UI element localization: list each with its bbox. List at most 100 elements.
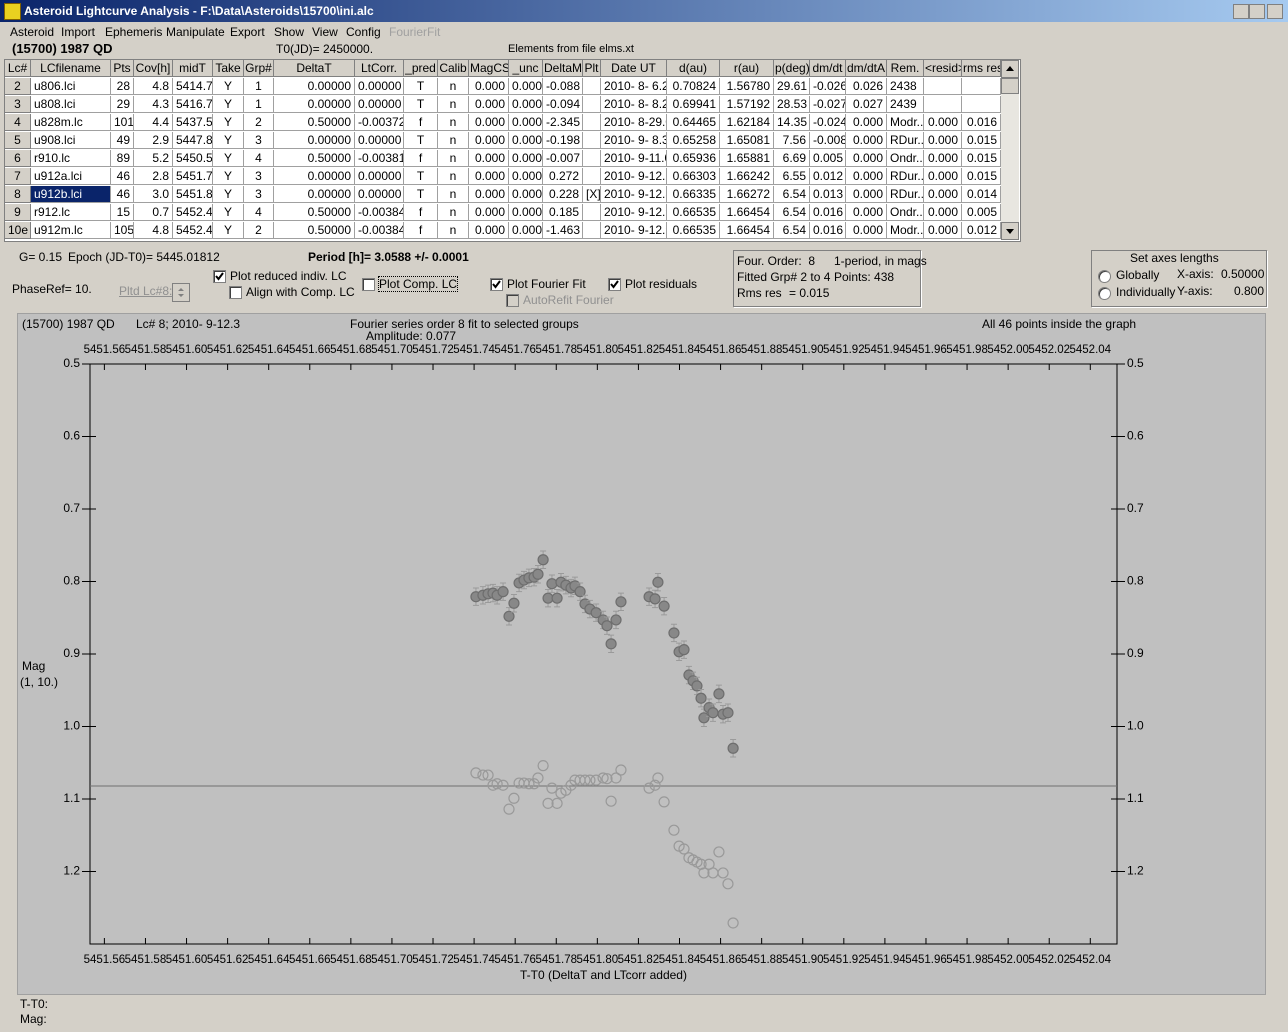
table-cell[interactable]: 0.64465 xyxy=(667,114,720,131)
table-cell[interactable]: 0.015 xyxy=(962,150,1001,167)
table-cell[interactable]: 2010- 9-12.9 xyxy=(601,222,667,239)
menu-item[interactable]: Asteroid xyxy=(10,25,55,39)
table-cell[interactable]: Y xyxy=(213,222,244,239)
table-cell[interactable]: u912a.lci xyxy=(31,168,111,185)
table-cell[interactable]: 0.000 xyxy=(469,132,509,149)
table-cell[interactable]: 0.016 xyxy=(962,114,1001,131)
menu-item[interactable]: Ephemeris xyxy=(105,25,163,39)
column-header[interactable]: Lc# xyxy=(5,60,31,77)
table-cell[interactable]: 2.9 xyxy=(134,132,173,149)
table-cell[interactable]: r912.lc xyxy=(31,204,111,221)
table-cell[interactable]: 5414.7 xyxy=(173,78,213,95)
table-cell[interactable]: 0.000 xyxy=(509,114,543,131)
menu-item[interactable]: Export xyxy=(230,25,265,39)
table-cell[interactable]: -0.00372 xyxy=(355,114,404,131)
table-cell[interactable]: 5.2 xyxy=(134,150,173,167)
table-cell[interactable]: 49 xyxy=(111,132,134,149)
table-cell[interactable]: 0.50000 xyxy=(274,222,355,239)
table-cell[interactable]: 0.50000 xyxy=(274,150,355,167)
table-cell[interactable]: n xyxy=(438,96,469,113)
table-cell[interactable]: T xyxy=(404,168,438,185)
table-cell[interactable]: 2010- 9- 8.3 xyxy=(601,132,667,149)
table-cell[interactable]: 0.00000 xyxy=(274,186,355,203)
column-header[interactable]: Pts xyxy=(111,60,134,77)
table-cell[interactable]: 2010- 9-12.2 xyxy=(601,168,667,185)
table-cell[interactable]: f xyxy=(404,222,438,239)
table-cell[interactable]: 0.012 xyxy=(962,222,1001,239)
table-cell[interactable]: 0.7 xyxy=(134,204,173,221)
column-header[interactable]: <resid> xyxy=(924,60,962,77)
table-cell[interactable]: 1.62184 xyxy=(720,114,774,131)
table-cell[interactable]: 3 xyxy=(244,132,274,149)
table-cell[interactable]: 6.69 xyxy=(774,150,810,167)
table-cell[interactable] xyxy=(583,204,601,221)
table-cell[interactable]: Y xyxy=(213,150,244,167)
checkbox[interactable] xyxy=(213,270,226,283)
table-cell[interactable]: RDur... xyxy=(887,132,924,149)
checkbox[interactable] xyxy=(229,286,242,299)
table-cell[interactable]: 29 xyxy=(111,96,134,113)
column-header[interactable]: dm/dt xyxy=(810,60,846,77)
table-cell[interactable]: n xyxy=(438,204,469,221)
column-header[interactable]: Grp# xyxy=(244,60,274,77)
table-cell[interactable]: 6.55 xyxy=(774,168,810,185)
scroll-down[interactable] xyxy=(1001,222,1019,240)
table-cell[interactable]: Modr... xyxy=(887,114,924,131)
table-cell[interactable]: -1.463 xyxy=(543,222,583,239)
table-cell[interactable]: 4 xyxy=(244,150,274,167)
column-header[interactable]: _unc xyxy=(509,60,543,77)
checkbox-label[interactable]: Plot Fourier Fit xyxy=(507,277,586,291)
table-cell[interactable]: 0.00000 xyxy=(355,78,404,95)
table-cell[interactable]: Ondr... xyxy=(887,204,924,221)
table-cell[interactable]: 0.000 xyxy=(924,204,962,221)
table-cell[interactable]: 14.35 xyxy=(774,114,810,131)
table-cell[interactable]: 2010- 9-12.3 xyxy=(601,186,667,203)
table-cell[interactable]: u912b.lci xyxy=(31,186,111,203)
table-cell[interactable]: 5447.8 xyxy=(173,132,213,149)
table-cell[interactable]: -0.00384 xyxy=(355,204,404,221)
table-cell[interactable]: -0.198 xyxy=(543,132,583,149)
table-cell[interactable]: f xyxy=(404,150,438,167)
row-header[interactable]: 9 xyxy=(5,204,31,221)
table-cell[interactable]: 0.272 xyxy=(543,168,583,185)
table-cell[interactable]: u808.lci xyxy=(31,96,111,113)
table-cell[interactable]: -0.027 xyxy=(810,96,846,113)
checkbox-label[interactable]: Plot reduced indiv. LC xyxy=(230,269,347,283)
maximize-button[interactable] xyxy=(1249,4,1265,19)
table-cell[interactable]: 1.66454 xyxy=(720,204,774,221)
table-cell[interactable]: 0.185 xyxy=(543,204,583,221)
table-cell[interactable]: 2 xyxy=(244,114,274,131)
table-cell[interactable]: 1.65881 xyxy=(720,150,774,167)
table-cell[interactable]: -0.007 xyxy=(543,150,583,167)
table-cell[interactable]: 4.3 xyxy=(134,96,173,113)
table-cell[interactable]: 101 xyxy=(111,114,134,131)
column-header[interactable]: LtCorr. xyxy=(355,60,404,77)
close-button[interactable] xyxy=(1267,4,1283,19)
scrollbar[interactable] xyxy=(1001,60,1019,240)
table-cell[interactable]: 0.65258 xyxy=(667,132,720,149)
column-header[interactable]: DeltaM xyxy=(543,60,583,77)
table-cell[interactable]: 4.8 xyxy=(134,78,173,95)
table-cell[interactable] xyxy=(924,96,962,113)
row-header[interactable]: 2 xyxy=(5,78,31,95)
table-cell[interactable]: 0.66303 xyxy=(667,168,720,185)
row-header[interactable]: 6 xyxy=(5,150,31,167)
table-cell[interactable]: -0.024 xyxy=(810,114,846,131)
checkbox-label[interactable]: Plot Comp. LC xyxy=(377,276,459,292)
table-cell[interactable]: 2439 xyxy=(887,96,924,113)
column-header[interactable]: DeltaT xyxy=(274,60,355,77)
minimize-button[interactable] xyxy=(1233,4,1249,19)
row-header[interactable]: 3 xyxy=(5,96,31,113)
table-cell[interactable] xyxy=(583,150,601,167)
checkbox[interactable] xyxy=(490,278,503,291)
table-cell[interactable]: 0.000 xyxy=(469,96,509,113)
table-cell[interactable]: 5450.5 xyxy=(173,150,213,167)
table-cell[interactable]: 4.4 xyxy=(134,114,173,131)
table-cell[interactable]: -0.00381 xyxy=(355,150,404,167)
table-cell[interactable]: 0.000 xyxy=(509,186,543,203)
table-cell[interactable]: 46 xyxy=(111,168,134,185)
table-cell[interactable]: 46 xyxy=(111,186,134,203)
table-cell[interactable]: 105 xyxy=(111,222,134,239)
table-cell[interactable] xyxy=(583,132,601,149)
table-cell[interactable]: Y xyxy=(213,114,244,131)
